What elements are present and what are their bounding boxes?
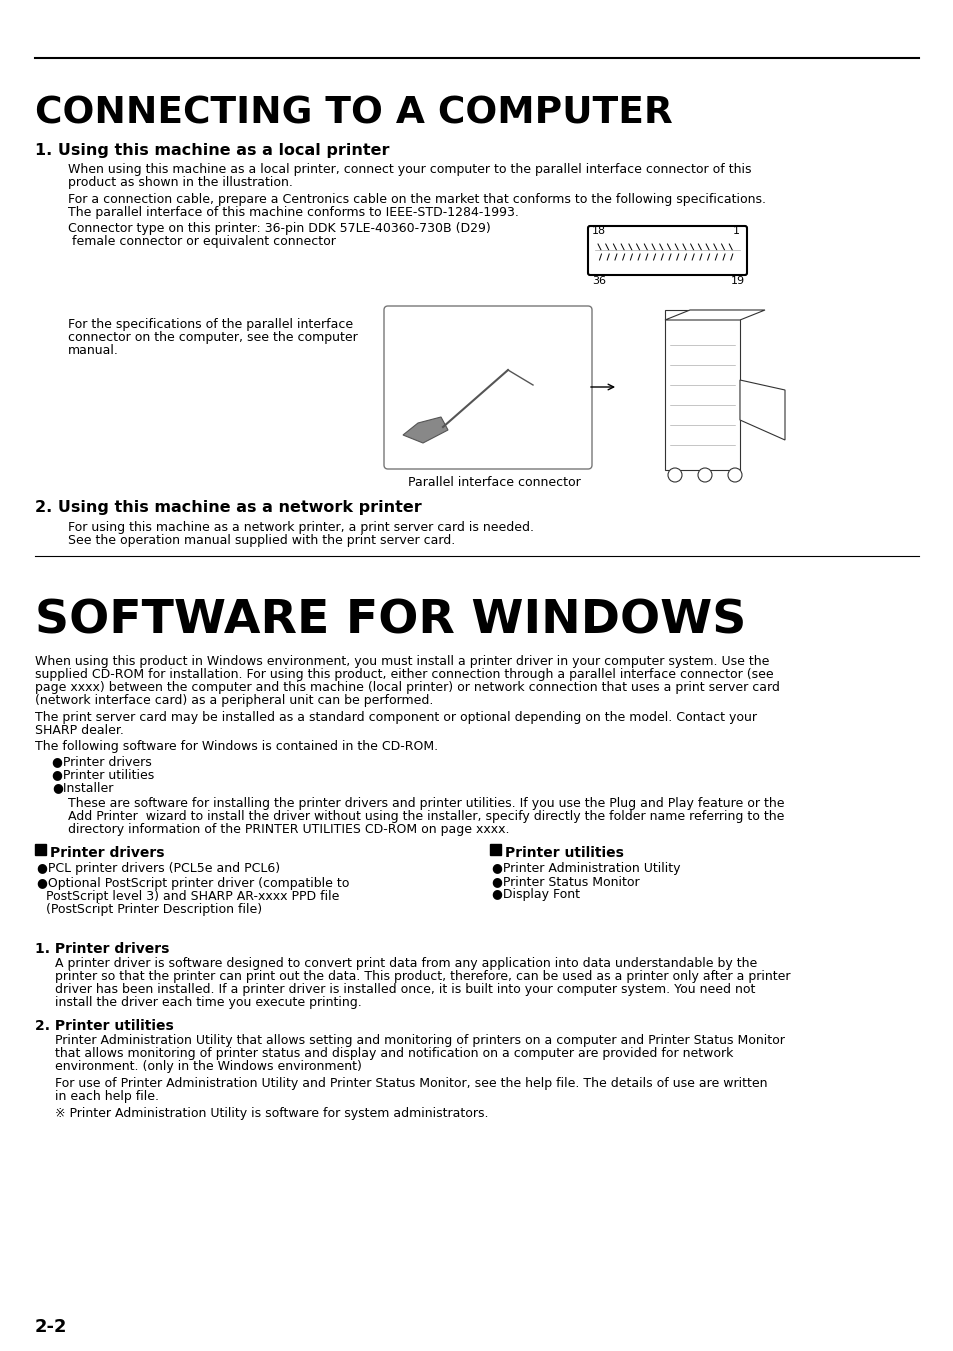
Text: 36: 36 <box>592 276 605 286</box>
Bar <box>35 844 46 855</box>
Text: ●Printer Status Monitor: ●Printer Status Monitor <box>492 875 639 888</box>
Circle shape <box>727 467 741 482</box>
FancyBboxPatch shape <box>384 305 592 469</box>
Bar <box>490 844 500 855</box>
Text: 2. Printer utilities: 2. Printer utilities <box>35 1019 173 1034</box>
Text: Add Printer  wizard to install the driver without using the installer, specify d: Add Printer wizard to install the driver… <box>68 811 783 823</box>
Text: ●Printer Administration Utility: ●Printer Administration Utility <box>492 862 679 875</box>
Text: CONNECTING TO A COMPUTER: CONNECTING TO A COMPUTER <box>35 95 672 131</box>
Text: The print server card may be installed as a standard component or optional depen: The print server card may be installed a… <box>35 711 757 724</box>
Bar <box>664 309 740 470</box>
Text: connector on the computer, see the computer: connector on the computer, see the compu… <box>68 331 357 345</box>
Text: For a connection cable, prepare a Centronics cable on the market that conforms t: For a connection cable, prepare a Centro… <box>68 193 765 205</box>
Text: page xxxx) between the computer and this machine (local printer) or network conn: page xxxx) between the computer and this… <box>35 681 779 694</box>
Text: 1: 1 <box>732 226 740 236</box>
Text: printer so that the printer can print out the data. This product, therefore, can: printer so that the printer can print ou… <box>55 970 790 984</box>
Text: ●Installer: ●Installer <box>52 781 113 794</box>
Text: install the driver each time you execute printing.: install the driver each time you execute… <box>55 996 361 1009</box>
Text: 19: 19 <box>730 276 744 286</box>
Polygon shape <box>664 309 764 320</box>
Text: supplied CD-ROM for installation. For using this product, either connection thro: supplied CD-ROM for installation. For us… <box>35 667 773 681</box>
Text: that allows monitoring of printer status and display and notification on a compu: that allows monitoring of printer status… <box>55 1047 733 1061</box>
Text: For the specifications of the parallel interface: For the specifications of the parallel i… <box>68 317 353 331</box>
Text: (PostScript Printer Description file): (PostScript Printer Description file) <box>46 902 262 916</box>
Text: female connector or equivalent connector: female connector or equivalent connector <box>68 235 335 249</box>
Text: SOFTWARE FOR WINDOWS: SOFTWARE FOR WINDOWS <box>35 598 745 643</box>
Text: ●Optional PostScript printer driver (compatible to: ●Optional PostScript printer driver (com… <box>37 877 349 890</box>
Text: in each help file.: in each help file. <box>55 1090 159 1102</box>
Text: Printer Administration Utility that allows setting and monitoring of printers on: Printer Administration Utility that allo… <box>55 1034 784 1047</box>
Text: When using this machine as a local printer, connect your computer to the paralle: When using this machine as a local print… <box>68 163 751 176</box>
Text: Printer drivers: Printer drivers <box>50 846 164 861</box>
Text: (network interface card) as a peripheral unit can be performed.: (network interface card) as a peripheral… <box>35 694 433 707</box>
Text: For use of Printer Administration Utility and Printer Status Monitor, see the he: For use of Printer Administration Utilit… <box>55 1077 767 1090</box>
Circle shape <box>698 467 711 482</box>
Text: 2. Using this machine as a network printer: 2. Using this machine as a network print… <box>35 500 421 515</box>
Text: 1. Using this machine as a local printer: 1. Using this machine as a local printer <box>35 143 389 158</box>
Text: product as shown in the illustration.: product as shown in the illustration. <box>68 176 293 189</box>
Text: See the operation manual supplied with the print server card.: See the operation manual supplied with t… <box>68 534 455 547</box>
Text: Parallel interface connector: Parallel interface connector <box>408 476 580 489</box>
Text: SHARP dealer.: SHARP dealer. <box>35 724 124 738</box>
Text: These are software for installing the printer drivers and printer utilities. If : These are software for installing the pr… <box>68 797 783 811</box>
Text: The following software for Windows is contained in the CD-ROM.: The following software for Windows is co… <box>35 740 437 753</box>
Text: PostScript level 3) and SHARP AR-xxxx PPD file: PostScript level 3) and SHARP AR-xxxx PP… <box>46 890 339 902</box>
Text: 18: 18 <box>592 226 605 236</box>
Circle shape <box>667 467 681 482</box>
Text: ●Printer utilities: ●Printer utilities <box>52 767 154 781</box>
Text: directory information of the PRINTER UTILITIES CD-ROM on page xxxx.: directory information of the PRINTER UTI… <box>68 823 509 836</box>
FancyBboxPatch shape <box>587 226 746 276</box>
Text: driver has been installed. If a printer driver is installed once, it is built in: driver has been installed. If a printer … <box>55 984 755 996</box>
Text: environment. (only in the Windows environment): environment. (only in the Windows enviro… <box>55 1061 361 1073</box>
Polygon shape <box>402 417 448 443</box>
Text: ※ Printer Administration Utility is software for system administrators.: ※ Printer Administration Utility is soft… <box>55 1106 488 1120</box>
Text: 1. Printer drivers: 1. Printer drivers <box>35 942 170 957</box>
Text: When using this product in Windows environment, you must install a printer drive: When using this product in Windows envir… <box>35 655 768 667</box>
Text: The parallel interface of this machine conforms to IEEE-STD-1284-1993.: The parallel interface of this machine c… <box>68 205 518 219</box>
Text: 2-2: 2-2 <box>35 1319 68 1336</box>
Text: Printer utilities: Printer utilities <box>504 846 623 861</box>
Text: ●Display Font: ●Display Font <box>492 888 579 901</box>
Text: ●PCL printer drivers (PCL5e and PCL6): ●PCL printer drivers (PCL5e and PCL6) <box>37 862 280 875</box>
Text: A printer driver is software designed to convert print data from any application: A printer driver is software designed to… <box>55 957 757 970</box>
Text: Connector type on this printer: 36-pin DDK 57LE-40360-730B (D29): Connector type on this printer: 36-pin D… <box>68 222 490 235</box>
Text: ●Printer drivers: ●Printer drivers <box>52 755 152 767</box>
Polygon shape <box>740 380 784 440</box>
Text: manual.: manual. <box>68 345 119 357</box>
Text: For using this machine as a network printer, a print server card is needed.: For using this machine as a network prin… <box>68 521 534 534</box>
